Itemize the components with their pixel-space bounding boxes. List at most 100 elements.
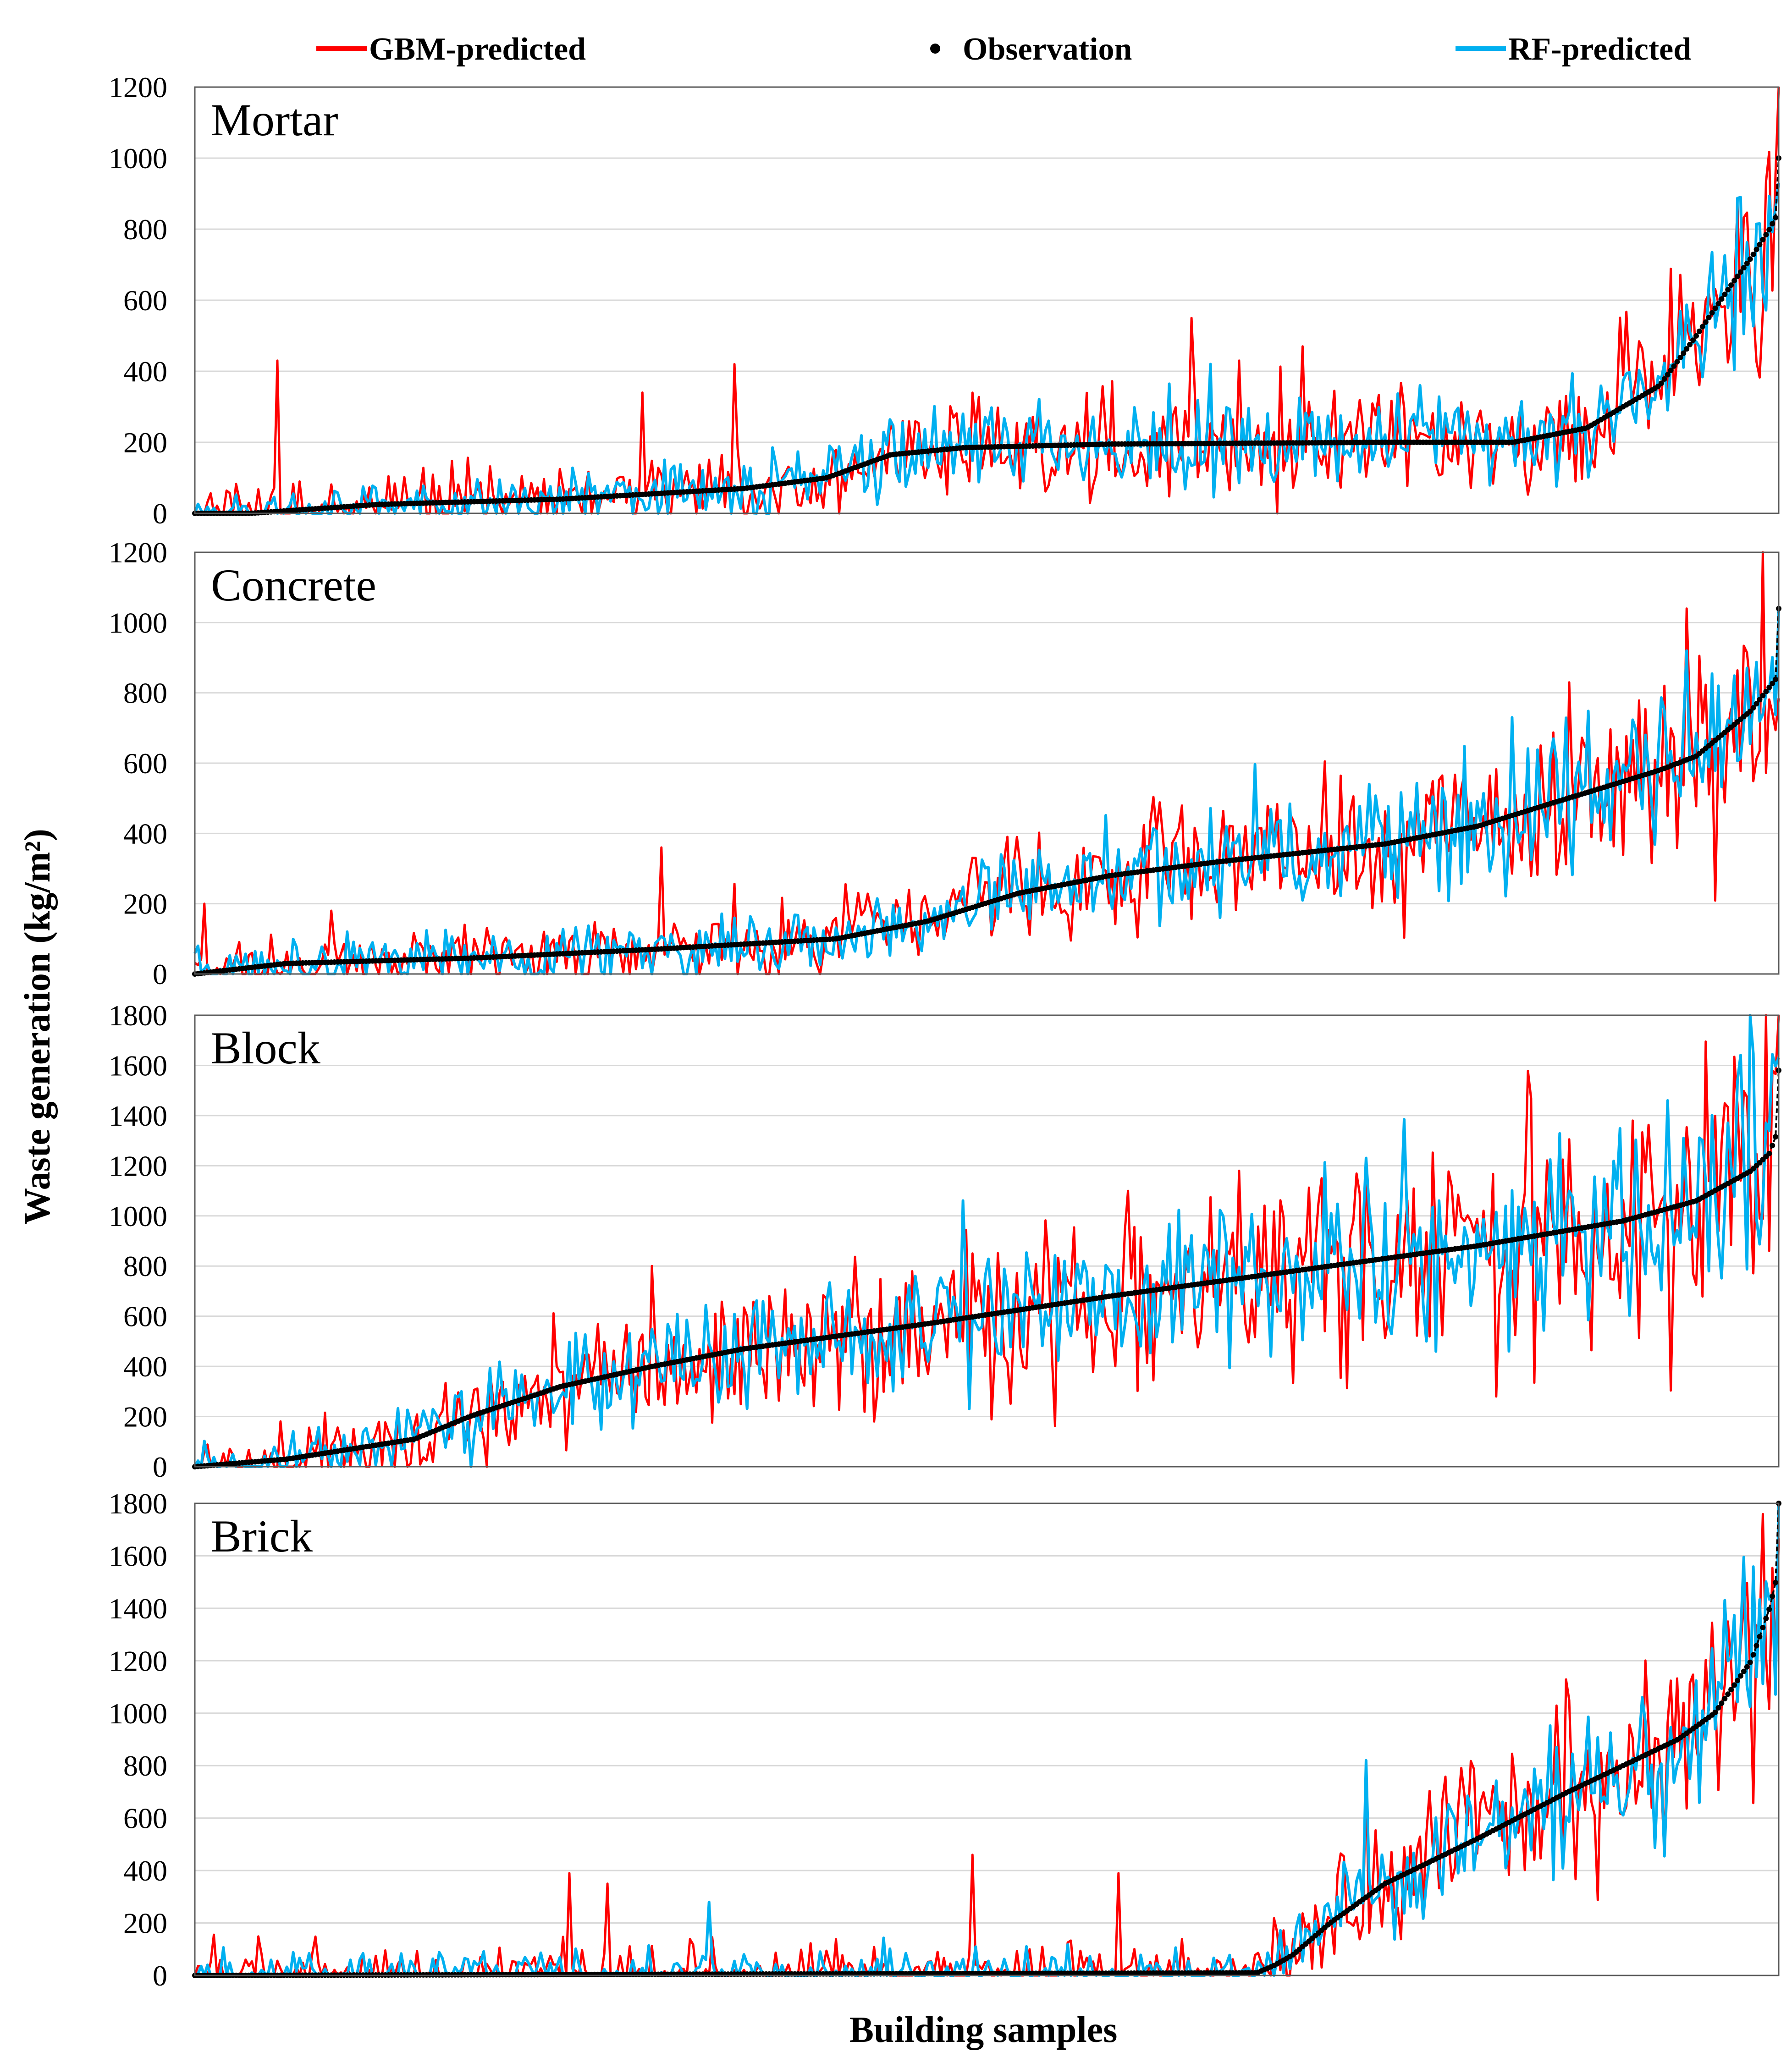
observation-point — [1766, 227, 1772, 233]
observation-point — [1658, 380, 1664, 386]
panel-title-mortar: Mortar — [211, 94, 338, 145]
y-tick-label: 1200 — [109, 1150, 167, 1182]
observation-point — [1760, 693, 1766, 699]
observation-point — [1735, 273, 1740, 279]
series-rf-line — [194, 1503, 1780, 1977]
observation-point — [1753, 701, 1759, 707]
y-tick-label: 0 — [153, 1451, 167, 1483]
observation-point — [1747, 709, 1753, 714]
observation-point — [1750, 1652, 1756, 1658]
observation-point — [1699, 324, 1705, 330]
observation-point — [1766, 1150, 1772, 1156]
panel-title-concrete: Concrete — [211, 560, 376, 611]
y-tick-label: 200 — [123, 888, 167, 920]
observation-point — [1741, 265, 1747, 271]
observation-point — [1750, 705, 1756, 711]
panel-concrete: 0 200 400 600 800 1000 1200 Concrete — [109, 536, 1781, 990]
y-tick-label: 400 — [123, 355, 167, 388]
y-tick-label: 1200 — [109, 1645, 167, 1677]
observation-point — [1770, 1593, 1775, 1599]
observation-point — [1760, 237, 1766, 242]
series-observation-points — [192, 155, 1781, 516]
y-tick-label: 1400 — [109, 1592, 167, 1625]
observation-point — [1674, 359, 1680, 365]
panel-mortar: 0 200 400 600 800 1000 1200 Mortar — [109, 71, 1781, 530]
observation-point — [1757, 697, 1763, 703]
observation-point — [1773, 1134, 1779, 1140]
observation-point — [1693, 333, 1699, 339]
y-axis-title: Waste generation (kg/m²) — [17, 829, 58, 1225]
observation-point — [1747, 1659, 1753, 1665]
y-tick-label: 200 — [123, 1401, 167, 1433]
observation-point — [1763, 232, 1769, 237]
observation-point — [1722, 292, 1728, 297]
y-tick-label: 1000 — [109, 1697, 167, 1730]
y-tick-label: 1000 — [109, 142, 167, 175]
panel-block: 0 200 400 600 800 1000 1200 1400 1600 1800 Block — [109, 999, 1781, 1483]
observation-point — [1744, 1664, 1750, 1670]
observation-point — [1757, 242, 1763, 248]
series-rf-line — [193, 609, 1780, 975]
y-tick-label: 1000 — [109, 1200, 167, 1232]
observation-point — [1770, 221, 1775, 227]
observation-point — [1722, 1696, 1728, 1702]
y-tick-label: 0 — [153, 1959, 167, 1992]
y-tick-label: 400 — [123, 1350, 167, 1383]
observation-point — [1728, 1687, 1734, 1693]
observation-point — [1766, 1606, 1772, 1612]
observation-point — [1684, 346, 1690, 352]
y-tick-label: 600 — [123, 1300, 167, 1333]
y-tick-label: 1200 — [109, 71, 167, 104]
y-tick-label: 1800 — [109, 1487, 167, 1520]
observation-point — [1773, 677, 1779, 682]
observation-point — [1773, 215, 1779, 220]
observation-point — [1712, 305, 1718, 311]
legend-observation-label: Observation — [963, 32, 1132, 67]
series-observation-points — [192, 1067, 1781, 1469]
observation-point — [1690, 337, 1696, 343]
observation-point — [1715, 1705, 1721, 1711]
observation-point — [1687, 341, 1693, 347]
series-observation-points — [192, 605, 1781, 977]
series-rf-line — [193, 1014, 1780, 1468]
y-tick-label: 800 — [123, 1749, 167, 1782]
observation-point — [1719, 296, 1725, 302]
observation-point — [1696, 328, 1702, 334]
y-tick-label: 0 — [153, 497, 167, 530]
y-tick-label: 800 — [123, 1250, 167, 1282]
y-tick-label: 200 — [123, 1907, 167, 1940]
observation-point — [1661, 376, 1667, 382]
panel-title-brick: Brick — [211, 1511, 313, 1562]
y-tick-label: 800 — [123, 677, 167, 710]
observation-point — [1760, 1624, 1766, 1630]
observation-point — [1747, 256, 1753, 262]
observation-point — [1744, 260, 1750, 266]
observation-point — [1757, 1634, 1763, 1639]
observation-point — [1725, 287, 1731, 293]
observation-point — [1753, 247, 1759, 253]
y-tick-label: 600 — [123, 1802, 167, 1835]
observation-point — [1715, 301, 1721, 307]
panel-brick: 0 200 400 600 800 1000 1200 1400 1600 1800 Brick — [109, 1487, 1781, 1992]
observation-point — [1712, 1709, 1718, 1715]
legend: GBM-predicted Observation RF-predicted — [316, 32, 1691, 67]
observation-point — [1763, 1616, 1769, 1621]
observation-point — [1766, 684, 1772, 690]
observation-point — [1750, 252, 1756, 257]
observation-point — [1770, 681, 1775, 687]
observation-point — [1741, 1668, 1747, 1674]
observation-point — [1706, 314, 1712, 320]
observation-point — [1731, 1682, 1737, 1688]
y-tick-label: 600 — [123, 284, 167, 317]
observation-point — [1731, 278, 1737, 284]
observation-point — [1735, 1678, 1740, 1683]
observation-point — [1719, 1700, 1725, 1706]
y-tick-label: 1200 — [109, 536, 167, 569]
y-tick-label: 400 — [123, 817, 167, 850]
y-tick-label: 0 — [153, 958, 167, 990]
legend-rf-label: RF-predicted — [1508, 32, 1691, 67]
observation-point — [1681, 350, 1687, 356]
observation-point — [1763, 688, 1769, 694]
